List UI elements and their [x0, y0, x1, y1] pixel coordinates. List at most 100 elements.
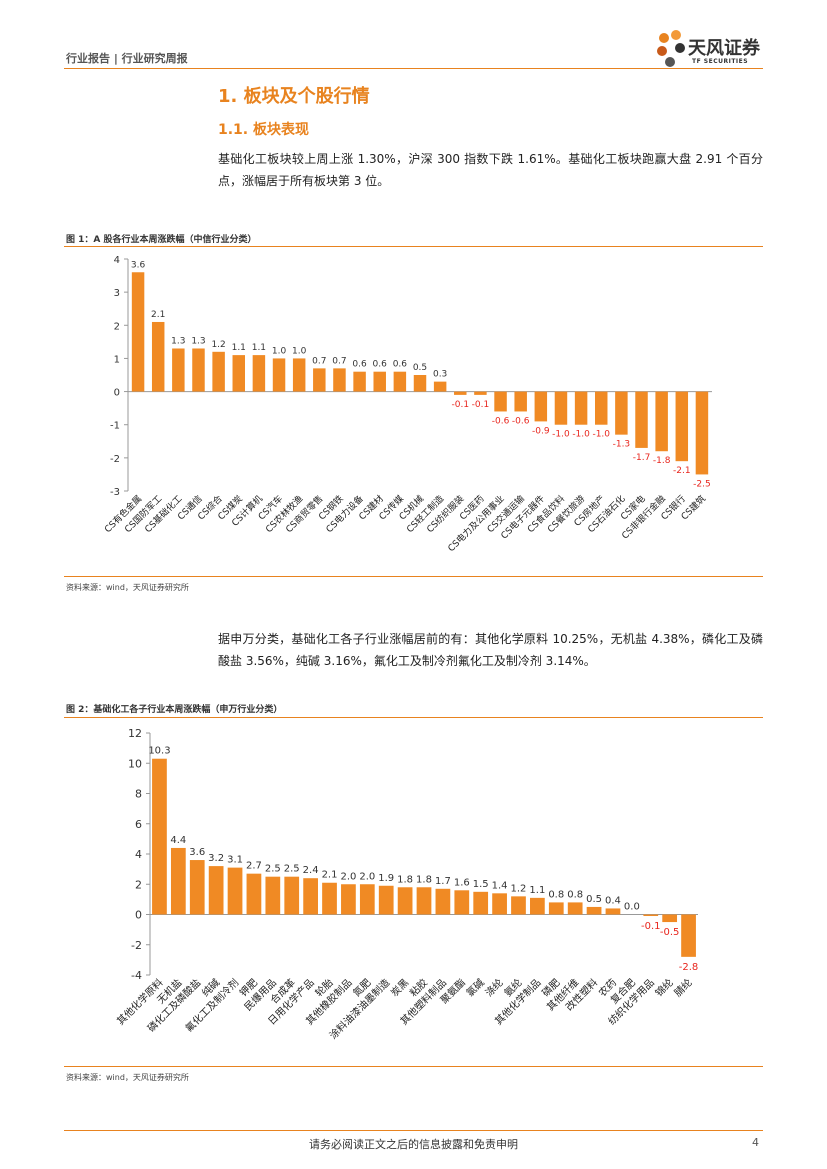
bar — [594, 391, 608, 425]
data-label: -1.0 — [572, 430, 590, 440]
data-label: -1.7 — [633, 453, 651, 463]
bar — [373, 371, 386, 392]
bar — [208, 866, 224, 915]
data-label: 0.8 — [567, 889, 583, 900]
bar — [416, 887, 432, 915]
fig2-bar-chart: 121086420-2-410.3其他化学原料4.4无机盐3.6磷化工及磷酸盐3… — [114, 727, 698, 1042]
data-label: 1.5 — [473, 879, 489, 890]
y-tick-label: 8 — [135, 788, 142, 801]
data-label: -0.1 — [641, 921, 661, 932]
bar — [635, 391, 648, 448]
data-label: 0.4 — [605, 895, 621, 906]
category-label: 涤纶 — [482, 976, 505, 999]
y-tick-label: 6 — [135, 818, 142, 831]
fig2-bottom-divider — [64, 1066, 763, 1067]
data-label: 1.8 — [416, 874, 432, 885]
data-label: 0.8 — [548, 889, 564, 900]
data-label: 3.6 — [189, 847, 205, 858]
data-label: 2.5 — [265, 864, 281, 875]
fig1-top-divider — [64, 246, 763, 247]
data-label: 2.0 — [359, 871, 375, 882]
bar — [303, 878, 318, 915]
data-label: 0.3 — [433, 370, 447, 380]
data-label: -0.9 — [532, 426, 550, 436]
bar — [284, 876, 300, 915]
logo-text-en: TF SECURITIES — [692, 58, 749, 65]
logo-text-cn: 天风证券 — [688, 38, 760, 59]
bar — [151, 321, 165, 392]
data-label: 3.2 — [208, 853, 224, 864]
data-label: 1.1 — [529, 885, 545, 896]
bar — [494, 391, 507, 412]
bar — [192, 348, 205, 392]
fig1-bottom-divider — [64, 576, 763, 577]
bar — [265, 876, 281, 915]
y-tick-label: 2 — [135, 878, 142, 891]
data-label: 1.8 — [397, 874, 413, 885]
data-label: -2.5 — [693, 479, 711, 489]
data-label: 1.1 — [232, 343, 246, 353]
data-label: 2.5 — [284, 864, 300, 875]
fig2-source: 资料来源：wind，天风证券研究所 — [66, 1073, 189, 1082]
fig1-bar-chart: 43210-1-2-33.6CS有色金属2.1CS国防军工1.3CS基础化工1.… — [102, 255, 712, 554]
bar — [454, 391, 467, 395]
data-label: 0.6 — [352, 360, 367, 370]
data-label: 2.4 — [303, 865, 319, 876]
data-label: 2.0 — [340, 871, 356, 882]
bar — [322, 882, 337, 915]
bar — [548, 902, 564, 915]
bar — [232, 355, 246, 392]
data-label: 1.7 — [435, 876, 451, 887]
y-tick-label: -2 — [110, 454, 120, 465]
bar — [212, 351, 225, 392]
fig2-title: 图 2：基础化工各子行业本周涨跌幅（申万行业分类） — [66, 705, 283, 715]
category-label: 炭黑 — [389, 977, 412, 1000]
data-label: 1.2 — [211, 340, 225, 350]
data-label: 0.5 — [413, 363, 427, 373]
y-tick-label: 4 — [114, 255, 120, 266]
subsection-heading: 1.1. 板块表现 — [218, 122, 309, 138]
bar — [359, 884, 375, 915]
bar — [681, 914, 696, 957]
bar — [313, 368, 326, 392]
bar — [252, 355, 266, 392]
fig2-top-divider — [64, 717, 763, 718]
y-tick-label: 0 — [135, 909, 142, 922]
data-label: 2.1 — [151, 310, 165, 320]
bar — [353, 371, 366, 392]
y-tick-label: 0 — [114, 388, 120, 399]
section-heading: 1. 板块及个股行情 — [218, 86, 370, 107]
data-label: -1.8 — [653, 456, 671, 466]
paragraph-summary: 基础化工板块较上周上涨 1.30%，沪深 300 指数下跌 1.61%。基础化工… — [218, 152, 763, 188]
tf-logo-icon — [657, 30, 685, 67]
bar — [675, 391, 689, 462]
bar — [454, 890, 470, 915]
y-tick-label: -2 — [131, 939, 142, 952]
bar — [172, 348, 185, 392]
bar — [574, 391, 588, 425]
footer-disclaimer: 请务必阅读正文之后的信息披露和免责申明 — [309, 1138, 518, 1151]
header-divider — [64, 68, 763, 69]
category-label: 氯碱 — [463, 976, 486, 999]
bar — [413, 375, 427, 392]
bar — [514, 391, 527, 412]
data-label: -2.1 — [673, 466, 691, 476]
bar — [511, 896, 526, 915]
bar — [131, 272, 145, 392]
data-label: 4.4 — [170, 835, 186, 846]
fig1-title: 图 1：A 股各行业本周涨跌幅（中信行业分类） — [66, 235, 257, 245]
bar — [534, 391, 548, 422]
bar — [341, 884, 356, 915]
data-label: 1.1 — [252, 343, 266, 353]
data-label: 0.0 — [624, 902, 640, 913]
y-tick-label: 3 — [114, 288, 120, 299]
data-label: 0.7 — [312, 356, 326, 366]
bar — [643, 914, 659, 917]
bar — [152, 758, 167, 915]
bar — [435, 888, 451, 915]
bar — [586, 906, 602, 915]
bar — [378, 885, 394, 915]
bar — [662, 914, 678, 923]
bar — [272, 358, 286, 392]
data-label: 1.0 — [292, 346, 307, 356]
